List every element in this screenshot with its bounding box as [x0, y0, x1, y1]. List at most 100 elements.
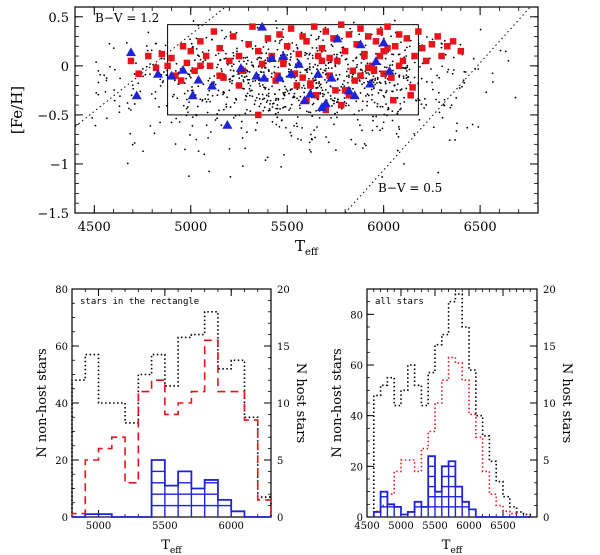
non-host-star-point	[318, 85, 321, 87]
non-host-star-point	[204, 98, 207, 100]
non-host-star-point	[402, 75, 405, 78]
non-host-star-point	[271, 106, 274, 108]
non-host-star-point	[283, 93, 286, 96]
non-host-star-point	[183, 92, 186, 95]
non-host-star-point	[392, 69, 394, 72]
non-host-star-point	[288, 68, 290, 71]
non-host-star-point	[226, 96, 228, 99]
non-host-star-point	[305, 110, 308, 113]
non-host-star-point	[347, 68, 350, 70]
all-y-left-axis-label: N non-host stars	[330, 348, 345, 457]
non-host-star-point	[341, 37, 343, 40]
non-host-star-point	[229, 69, 232, 72]
non-host-star-point	[371, 93, 374, 96]
non-host-star-point	[189, 69, 192, 72]
non-host-star-point	[419, 66, 421, 68]
non-host-star-point	[286, 54, 289, 56]
non-host-star-point	[135, 62, 137, 65]
non-host-star-point	[256, 26, 259, 29]
non-host-star-point	[283, 153, 285, 156]
non-host-star-point	[441, 116, 444, 119]
non-host-star-point	[286, 90, 289, 92]
non-host-star-point	[275, 20, 277, 22]
host-star-red-square	[351, 77, 358, 84]
host-star-blue-triangle	[365, 78, 376, 88]
non-host-star-point	[189, 134, 191, 136]
host-star-blue-triangle	[286, 68, 297, 78]
non-host-star-point	[266, 156, 269, 159]
non-host-star-point	[240, 75, 243, 77]
rect-y-left-tick-label: 60	[55, 342, 68, 353]
non-host-star-point	[245, 63, 248, 65]
all-panel-title: all stars	[375, 297, 424, 307]
non-host-star-point	[222, 93, 224, 96]
host-star-red-square	[179, 42, 187, 50]
non-host-star-point	[246, 108, 248, 111]
non-host-star-point	[477, 68, 480, 70]
non-host-star-point	[253, 103, 256, 106]
color-index-line	[344, 7, 531, 213]
host-star-red-square	[229, 33, 237, 40]
non-host-star-point	[189, 38, 191, 41]
non-host-star-point	[289, 107, 292, 110]
non-host-star-point	[274, 112, 277, 115]
non-host-star-point	[474, 68, 477, 70]
non-host-star-point	[158, 106, 160, 108]
non-host-star-point	[232, 117, 235, 119]
non-host-star-point	[413, 61, 416, 64]
non-host-star-point	[361, 83, 363, 86]
non-host-star-point	[205, 124, 208, 127]
non-host-star-point	[391, 110, 394, 113]
non-host-star-point	[405, 74, 408, 77]
non-host-star-point	[262, 46, 265, 48]
non-host-star-point	[374, 77, 377, 80]
non-host-star-point	[400, 41, 402, 44]
non-host-star-point	[199, 58, 202, 61]
non-host-star-point	[310, 133, 312, 136]
non-host-star-point	[176, 97, 179, 100]
non-host-star-point	[216, 94, 219, 97]
non-host-star-point	[223, 57, 226, 60]
non-host-star-point	[214, 119, 217, 121]
non-host-star-point	[400, 88, 403, 91]
host-star-blue-triangle	[257, 21, 268, 31]
non-host-star-point	[298, 104, 301, 107]
non-host-star-point	[213, 75, 216, 77]
non-host-star-point	[346, 75, 348, 78]
rect-x-axis-label-main: T	[161, 538, 170, 553]
host-star-red-square	[357, 72, 364, 79]
non-host-star-point	[277, 66, 280, 69]
non-host-star-point	[113, 68, 116, 71]
host-star-red-square	[434, 33, 441, 40]
all-host-star-red-histogram	[373, 356, 531, 518]
non-host-star-point	[295, 122, 298, 125]
non-host-star-point	[182, 104, 185, 107]
non-host-star-point	[264, 86, 267, 89]
non-host-star-point	[271, 102, 274, 105]
host-star-red-square	[411, 52, 418, 60]
non-host-star-point	[308, 148, 311, 151]
all-non-host-star-histogram	[373, 293, 531, 517]
non-host-star-point	[330, 67, 333, 70]
non-host-star-point	[228, 89, 231, 92]
non-host-star-point	[270, 76, 273, 78]
non-host-star-point	[314, 63, 317, 66]
non-host-star-point	[348, 76, 350, 79]
non-host-star-point	[360, 61, 363, 64]
non-host-star-point	[184, 148, 186, 151]
non-host-star-point	[330, 116, 332, 119]
non-host-star-point	[320, 86, 323, 89]
all-x-tick-label: 5000	[388, 521, 413, 532]
non-host-star-point	[312, 102, 315, 105]
host-star-red-square	[422, 57, 430, 65]
non-host-star-point	[458, 87, 461, 89]
non-host-star-point	[377, 92, 380, 94]
non-host-star-point	[258, 82, 261, 85]
non-host-star-point	[308, 53, 311, 56]
non-host-star-point	[310, 72, 313, 75]
non-host-star-point	[396, 97, 399, 99]
host-star-blue-triangle	[293, 59, 304, 68]
non-host-star-point	[438, 76, 441, 79]
non-host-star-point	[485, 91, 488, 94]
non-host-star-point	[347, 74, 350, 77]
